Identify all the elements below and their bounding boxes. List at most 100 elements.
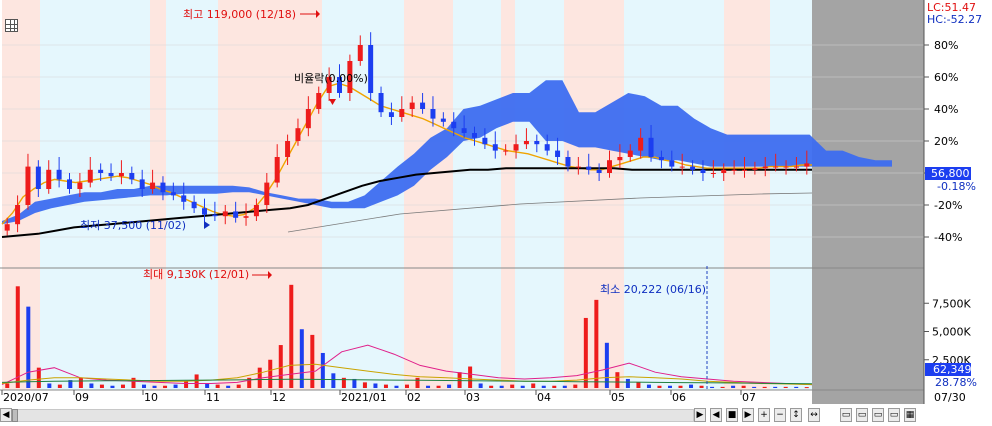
layout-button-4[interactable]: ▭	[888, 408, 900, 422]
volume-bar	[247, 377, 252, 388]
volume-averages	[1, 344, 813, 386]
volume-bar	[541, 385, 546, 388]
x-tick-label: 10	[144, 391, 158, 404]
candle-body	[170, 192, 176, 196]
vol-ma-green	[1, 378, 813, 385]
candle-body	[77, 182, 83, 189]
candle-body	[87, 169, 93, 183]
cloud-area	[2, 80, 892, 225]
candle-body	[46, 169, 52, 189]
zoom-out-button[interactable]: −	[774, 408, 786, 422]
candle-body	[4, 224, 10, 231]
candle-body	[690, 166, 696, 170]
candle-body	[461, 128, 467, 133]
candle-body	[67, 179, 72, 189]
prev-button[interactable]: ◀	[710, 408, 722, 422]
volume-bar	[310, 334, 315, 388]
volume-bar	[163, 385, 168, 388]
candle-body	[305, 109, 311, 129]
zoom-in-button[interactable]: +	[758, 408, 770, 422]
candle-body	[472, 133, 477, 138]
candle-body	[326, 77, 332, 93]
candle-body	[181, 195, 187, 202]
candle-body	[264, 182, 270, 205]
candle-body	[482, 137, 488, 145]
candle-body	[35, 166, 41, 189]
zoom-reset-button[interactable]: ↕	[790, 408, 802, 422]
min-volume-annotation: 최소 20,222 (06/16)	[600, 283, 706, 296]
candle-body	[388, 112, 394, 117]
y-tick-label: -40%	[934, 231, 962, 244]
volume-bar	[804, 387, 809, 389]
vol-tick-label: 7,500K	[932, 297, 971, 310]
fit-button[interactable]: ↔	[808, 408, 820, 422]
volume-bar	[594, 299, 599, 388]
current-volume-pct: 28.78%	[935, 376, 977, 389]
scroll-thumb[interactable]	[12, 409, 18, 422]
volume-bar	[426, 385, 431, 388]
candle-body	[108, 173, 114, 177]
x-tick-label: 05	[611, 391, 625, 404]
candle-body	[793, 166, 799, 168]
candle-body	[440, 118, 446, 122]
layout-button-2[interactable]: ▭	[856, 408, 868, 422]
shade-band	[564, 0, 624, 390]
candle-body	[669, 160, 675, 167]
x-tick-label: 09	[75, 391, 89, 404]
stop-button[interactable]: ■	[726, 408, 738, 422]
future-area	[812, 0, 924, 404]
volume-bar	[405, 384, 409, 388]
volume-bar	[731, 385, 736, 388]
candle-body	[503, 150, 509, 152]
volume-bar	[383, 384, 388, 388]
candle-body	[555, 150, 561, 157]
layout-button-1[interactable]: ▭	[840, 408, 852, 422]
candle-body	[534, 141, 540, 145]
play-button[interactable]: ▶	[742, 408, 754, 422]
candle-body	[56, 169, 62, 180]
max-volume-annotation: 최대 9,130K (12/01)	[143, 268, 249, 281]
x-tick-label: 2021/01	[341, 391, 387, 404]
volume-bar	[15, 286, 20, 388]
volume-bar	[741, 385, 746, 388]
x-tick-label: 2020/07	[3, 391, 49, 404]
candle-body	[658, 157, 664, 161]
candle-body	[783, 166, 789, 168]
low-arrowhead	[204, 221, 210, 229]
moving-averages	[1, 82, 813, 238]
volume-bar	[794, 386, 799, 388]
candle-body	[627, 150, 633, 157]
settings-button[interactable]: ▦	[904, 408, 916, 422]
scroll-track[interactable]	[12, 409, 694, 422]
volume-bar	[36, 367, 41, 388]
volume-bar	[762, 386, 767, 388]
x-tick-label: 07	[742, 391, 756, 404]
scroll-right-button[interactable]: ▶	[694, 408, 706, 422]
volume-bar	[573, 384, 578, 388]
volume-bar	[194, 374, 199, 388]
volume-bar	[510, 384, 515, 388]
shade-band	[404, 0, 427, 390]
candle-body	[139, 179, 145, 189]
y-tick-label: 60%	[934, 71, 958, 84]
candle-body	[222, 211, 228, 217]
lc-label: LC:51.47	[927, 1, 976, 14]
table-icon[interactable]	[5, 19, 18, 32]
volume-bar	[447, 384, 452, 388]
layout-button-3[interactable]: ▭	[872, 408, 884, 422]
candle-body	[575, 166, 581, 168]
volume-bar	[236, 384, 241, 388]
x-tick-label: 12	[272, 391, 286, 404]
candle-body	[586, 166, 592, 170]
volume-bar	[205, 383, 210, 388]
ratio-arrowhead	[329, 99, 336, 105]
volume-bar	[615, 372, 620, 388]
candle-body	[212, 214, 218, 217]
candle-body	[409, 102, 415, 109]
volume-bar	[257, 367, 262, 388]
volume-bar	[646, 384, 651, 388]
x-tick-label: 02	[407, 391, 421, 404]
scroll-left-button[interactable]: ◀	[0, 408, 12, 422]
candle-body	[773, 166, 779, 168]
